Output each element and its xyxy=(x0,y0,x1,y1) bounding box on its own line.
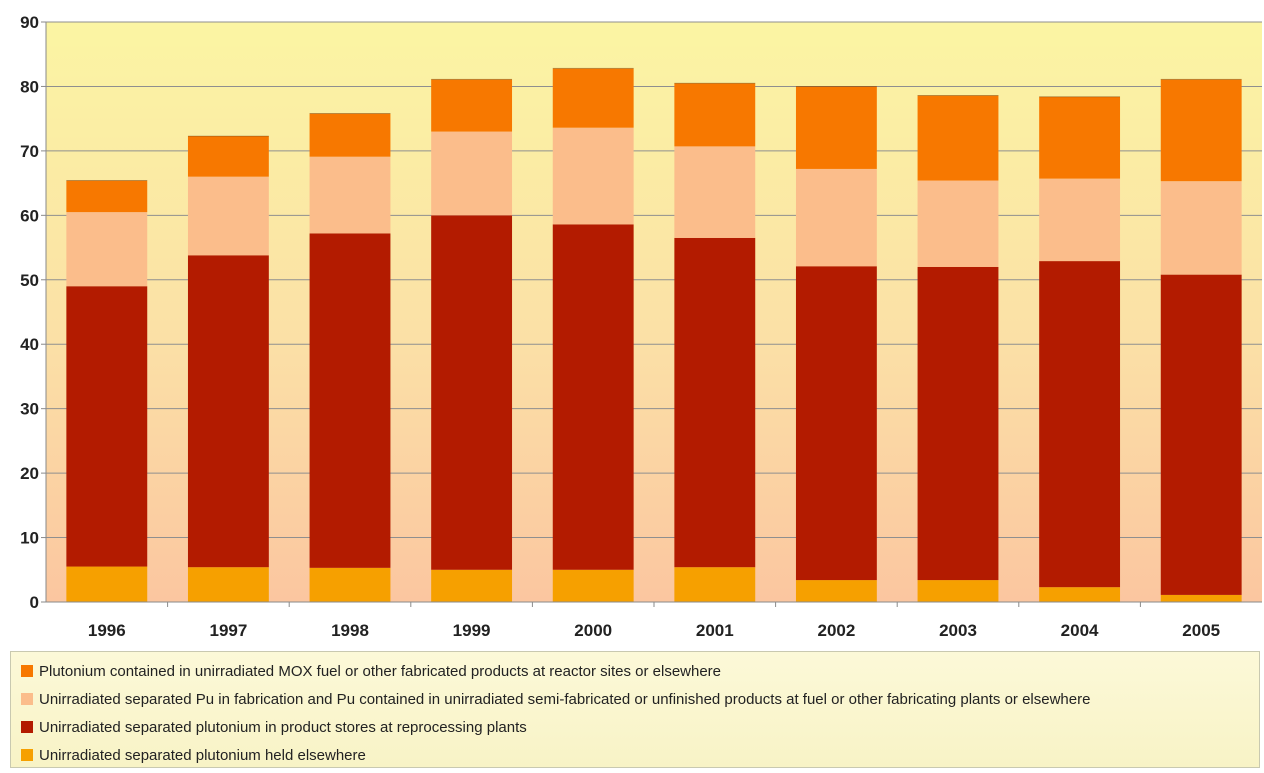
bar-segment xyxy=(552,569,634,602)
bar-segment xyxy=(309,156,391,234)
bar-segment xyxy=(309,233,391,568)
bar-segment xyxy=(917,180,999,267)
x-tick-label: 1997 xyxy=(209,621,247,640)
bar-segment xyxy=(187,567,269,602)
bar-segment xyxy=(187,176,269,256)
bar-segment xyxy=(1039,178,1121,262)
y-tick-labels: 0 10 20 30 40 50 60 70 80 90 xyxy=(20,13,46,612)
bar-segment xyxy=(187,255,269,568)
y-tick-label: 70 xyxy=(20,142,39,161)
bar-segment xyxy=(187,136,269,177)
bar-segment xyxy=(66,180,148,213)
bar-segment xyxy=(431,569,513,602)
legend-item: Plutonium contained in unirradiated MOX … xyxy=(21,657,1259,685)
bar-segment xyxy=(552,68,634,128)
legend-item: Unirradiated separated plutonium held el… xyxy=(21,741,1259,769)
bar-segment xyxy=(917,580,999,602)
bar-segment xyxy=(795,266,877,581)
legend-label: Plutonium contained in unirradiated MOX … xyxy=(39,662,722,680)
legend-label: Unirradiated separated plutonium in prod… xyxy=(39,718,527,736)
bar-segment xyxy=(552,224,634,570)
bar-segment xyxy=(309,113,391,157)
legend-item: Unirradiated separated Pu in fabrication… xyxy=(21,685,1259,713)
bar-segment xyxy=(795,168,877,267)
bar-segment xyxy=(309,567,391,602)
legend-label: Unirradiated separated Pu in fabrication… xyxy=(39,690,1091,708)
bar-segment xyxy=(674,83,756,147)
y-tick-label: 20 xyxy=(20,464,39,483)
legend-swatch xyxy=(21,693,33,705)
y-tick-label: 60 xyxy=(20,206,39,225)
x-tick-label: 2003 xyxy=(939,621,977,640)
bar-segment xyxy=(431,79,513,132)
legend-swatch xyxy=(21,749,33,761)
x-tick-label: 2004 xyxy=(1061,621,1099,640)
bar-segment xyxy=(674,146,756,238)
stacked-bar-chart: 0 10 20 30 40 50 60 70 80 90 1996 1997 1998 1999 2000… xyxy=(20,13,1262,640)
bar-segment xyxy=(1160,181,1242,275)
bar-segment xyxy=(431,131,513,216)
bar-segment xyxy=(795,86,877,169)
x-tick-label: 2002 xyxy=(817,621,855,640)
x-tick-labels: 1996 1997 1998 1999 2000 2001 2002 2003 2004 2005 xyxy=(88,602,1220,640)
y-tick-label: 90 xyxy=(20,13,39,32)
x-tick-label: 2005 xyxy=(1182,621,1220,640)
bar-segment xyxy=(795,580,877,602)
x-tick-label: 1998 xyxy=(331,621,369,640)
legend-label: Unirradiated separated plutonium held el… xyxy=(39,746,366,764)
bar-segment xyxy=(674,567,756,602)
y-tick-label: 0 xyxy=(30,593,39,612)
legend-item: Unirradiated separated plutonium in prod… xyxy=(21,713,1259,741)
y-tick-label: 50 xyxy=(20,271,39,290)
bar-segment xyxy=(917,95,999,181)
bar-segment xyxy=(1160,79,1242,182)
bar-segment xyxy=(917,266,999,581)
bar-segment xyxy=(66,286,148,567)
bar-segment xyxy=(1160,594,1242,602)
legend: Plutonium contained in unirradiated MOX … xyxy=(10,651,1260,768)
y-tick-label: 10 xyxy=(20,529,39,548)
bar-segment xyxy=(1039,587,1121,602)
bar-segment xyxy=(1039,261,1121,588)
bar-segment xyxy=(1039,96,1121,179)
legend-swatch xyxy=(21,721,33,733)
bar-segment xyxy=(66,566,148,602)
bar-segment xyxy=(1160,274,1242,595)
bar-segment xyxy=(674,237,756,568)
legend-swatch xyxy=(21,665,33,677)
bar-segment xyxy=(431,215,513,570)
bar-segment xyxy=(66,212,148,287)
x-tick-label: 2001 xyxy=(696,621,734,640)
x-tick-label: 1999 xyxy=(453,621,491,640)
y-tick-label: 30 xyxy=(20,400,39,419)
bar-segment xyxy=(552,127,634,225)
bars xyxy=(66,67,1242,602)
x-tick-label: 1996 xyxy=(88,621,126,640)
x-tick-label: 2000 xyxy=(574,621,612,640)
y-tick-label: 40 xyxy=(20,335,39,354)
y-tick-label: 80 xyxy=(20,77,39,96)
